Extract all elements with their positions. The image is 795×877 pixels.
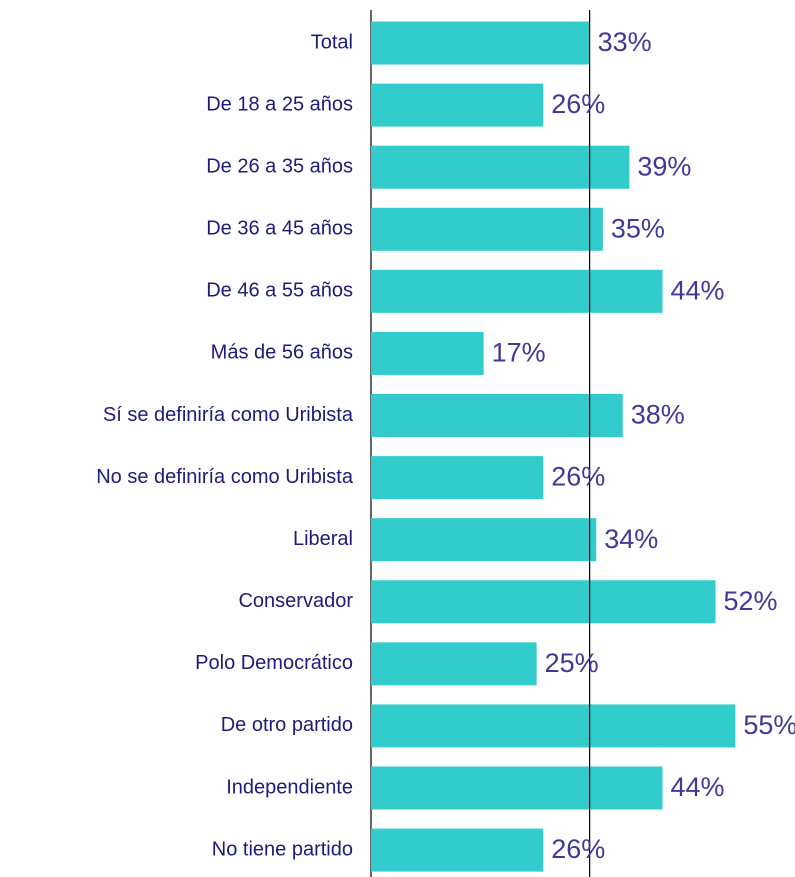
bar bbox=[371, 394, 623, 438]
bar bbox=[371, 331, 484, 375]
category-label: De otro partido bbox=[221, 714, 353, 736]
category-label: Conservador bbox=[238, 590, 353, 612]
bar bbox=[371, 269, 663, 313]
category-label: No se definiría como Uribista bbox=[96, 466, 354, 488]
bar bbox=[371, 456, 544, 500]
bar bbox=[371, 704, 736, 748]
value-label: 26% bbox=[551, 834, 605, 864]
value-label: 39% bbox=[637, 151, 691, 181]
bar bbox=[371, 766, 663, 810]
bar bbox=[371, 83, 544, 127]
category-label: Polo Democrático bbox=[195, 652, 353, 674]
value-label: 44% bbox=[671, 275, 725, 305]
bar bbox=[371, 828, 544, 872]
value-label: 17% bbox=[492, 338, 546, 368]
category-label: De 46 a 55 años bbox=[206, 280, 353, 302]
category-label: De 26 a 35 años bbox=[206, 155, 353, 177]
bar bbox=[371, 145, 630, 189]
value-label: 25% bbox=[545, 648, 599, 678]
category-label: De 36 a 45 años bbox=[206, 218, 353, 240]
category-label: Más de 56 años bbox=[211, 342, 353, 364]
category-label: No tiene partido bbox=[212, 838, 353, 860]
bar bbox=[371, 21, 590, 65]
category-label: Sí se definiría como Uribista bbox=[103, 404, 354, 426]
value-label: 26% bbox=[551, 89, 605, 119]
value-label: 33% bbox=[598, 27, 652, 57]
category-label: De 18 a 25 años bbox=[206, 93, 353, 115]
bar bbox=[371, 207, 603, 251]
value-label: 55% bbox=[743, 710, 795, 740]
bar bbox=[371, 518, 597, 562]
value-label: 44% bbox=[671, 772, 725, 802]
value-label: 34% bbox=[604, 524, 658, 554]
bar bbox=[371, 642, 537, 686]
value-label: 38% bbox=[631, 400, 685, 430]
value-label: 26% bbox=[551, 462, 605, 492]
value-label: 35% bbox=[611, 213, 665, 243]
category-label: Total bbox=[311, 31, 353, 53]
category-label: Liberal bbox=[293, 528, 353, 550]
value-label: 52% bbox=[724, 586, 778, 616]
bar bbox=[371, 580, 716, 624]
category-label: Independiente bbox=[226, 776, 353, 798]
